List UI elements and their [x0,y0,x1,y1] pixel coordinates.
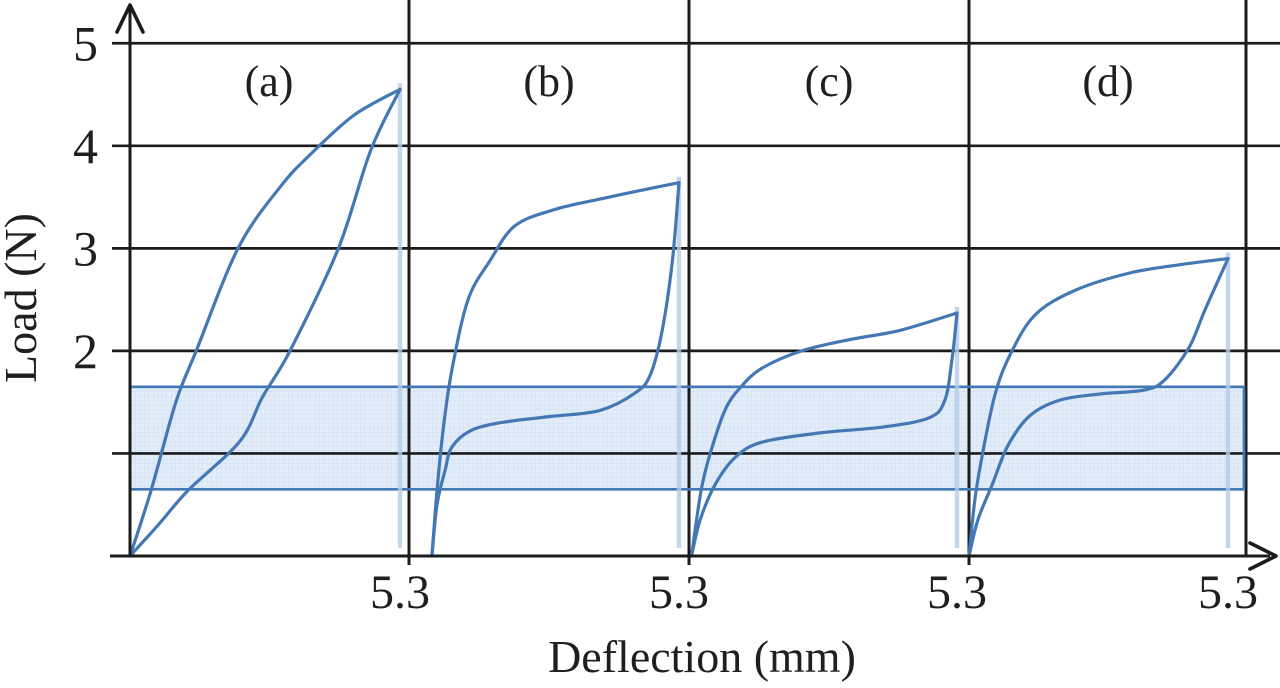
unloading-curve-a [128,87,402,558]
unloading-curve-c [689,311,959,558]
x-tick-label-b: 5.3 [649,566,709,619]
panel-label-a: (a) [245,57,294,106]
loading-curve-b [430,181,681,558]
panel-label-d: (d) [1082,57,1133,106]
y-tick-label-3: 3 [73,220,98,276]
y-tick-label-5: 5 [73,15,98,71]
y-axis-arrow-icon [115,3,145,34]
x-tick-label-c: 5.3 [927,566,987,619]
x-axis-arrow-icon [1248,541,1278,571]
loading-curve-d [967,257,1230,558]
panel-label-c: (c) [805,57,854,106]
x-axis-title: Deflection (mm) [548,631,856,682]
loading-curve-a [128,87,402,558]
unloading-curve-b [430,181,681,558]
unloading-curve-d [967,257,1230,558]
x-tick-label-a: 5.3 [370,566,430,619]
panel-label-b: (b) [523,57,574,106]
x-tick-label-d: 5.3 [1198,566,1258,619]
y-tick-label-4: 4 [73,118,98,174]
y-axis-title: Load (N) [0,213,46,383]
loading-curve-c [689,311,959,558]
y-tick-label-2: 2 [73,323,98,379]
